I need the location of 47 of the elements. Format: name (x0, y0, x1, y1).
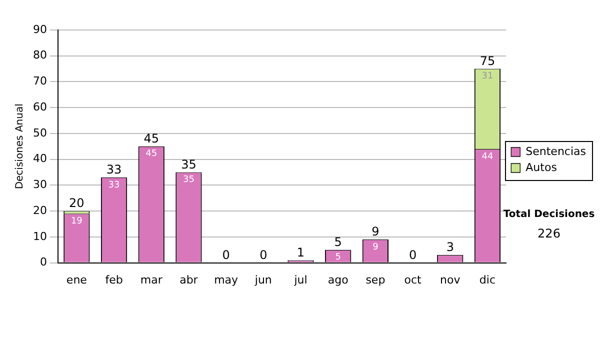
total-label: 75 (480, 54, 496, 68)
y-tick-label: 40 (32, 152, 47, 166)
x-tick-label: dic (479, 273, 496, 286)
data-label: 19 (70, 216, 83, 226)
y-tick-label: 80 (32, 48, 47, 62)
y-tick-label: 20 (32, 204, 47, 217)
data-label: 35 (182, 175, 194, 186)
total-label: 20 (69, 196, 84, 210)
y-tick-label: 0 (40, 256, 47, 269)
total-label: 33 (106, 162, 122, 177)
y-tick-label: 60 (32, 100, 47, 114)
total-label: 0 (408, 248, 417, 262)
total-label: 35 (181, 157, 196, 172)
x-tick-label: may (214, 273, 239, 286)
y-tick-label: 30 (32, 178, 47, 192)
text: 226 (538, 226, 560, 241)
data-label: 9 (372, 242, 379, 252)
total-label: 0 (260, 248, 268, 262)
total-label: 3 (446, 240, 454, 254)
data-label: 33 (108, 180, 120, 190)
x-tick-label: oct (404, 273, 422, 286)
y-axis-title: Decisiones Anual (14, 104, 26, 190)
total-label: 0 (222, 248, 230, 262)
legend-label: Sentencias (526, 144, 586, 158)
data-label: 44 (482, 152, 494, 162)
legend-label: Autos (526, 160, 558, 174)
annotation: Total Decisiones (503, 209, 595, 220)
data-label: 45 (146, 149, 158, 160)
data-label: 31 (482, 72, 494, 82)
x-tick-label: abr (180, 273, 198, 286)
x-tick-label: ene (66, 273, 88, 286)
total-label: 5 (334, 234, 342, 249)
x-tick-label: ago (328, 273, 349, 286)
x-tick-label: jun (254, 273, 272, 286)
y-tick-label: 90 (32, 22, 47, 36)
y-tick-label: 50 (32, 126, 47, 140)
x-tick-label: feb (105, 273, 123, 286)
x-tick-label: jul (293, 273, 308, 286)
y-tick-label: 70 (32, 74, 47, 88)
total-label: 45 (144, 132, 160, 146)
x-tick-label: nov (440, 273, 461, 286)
data-label: 5 (335, 252, 341, 263)
total-label: 9 (372, 224, 380, 239)
x-tick-label: mar (140, 273, 163, 286)
y-tick-label: 10 (32, 230, 47, 243)
total-label: 1 (296, 245, 305, 260)
x-tick-label: sep (366, 273, 386, 286)
